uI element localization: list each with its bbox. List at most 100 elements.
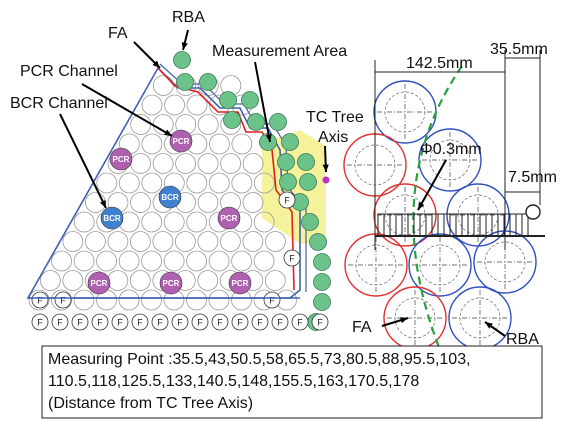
assembly (209, 134, 229, 154)
fa-label: FA (352, 319, 372, 336)
assembly (175, 232, 195, 252)
rba-assembly (298, 154, 315, 171)
channel-label: PCR (232, 279, 249, 288)
assembly (40, 271, 60, 291)
tc-axis-dot (323, 177, 330, 184)
rba-assembly (300, 174, 317, 191)
assembly (232, 251, 252, 271)
assembly (131, 193, 151, 213)
fa-marker-label: F (157, 318, 163, 328)
arrow (60, 114, 106, 208)
fa-marker-label: F (297, 318, 303, 328)
assembly (85, 232, 105, 252)
rba-assembly (177, 74, 194, 91)
assembly (142, 173, 162, 193)
assembly (165, 95, 185, 115)
assembly (187, 290, 207, 310)
callout-label: Measurement Area (212, 43, 347, 60)
channel-label: PCR (173, 137, 190, 146)
assembly (130, 232, 150, 252)
dim-label: 35.5mm (490, 41, 548, 58)
note-line: (Distance from TC Tree Axis) (48, 395, 253, 412)
fa-marker-label: F (137, 318, 143, 328)
assembly (97, 251, 117, 271)
assembly (142, 251, 162, 271)
assembly (254, 251, 274, 271)
tc-head (526, 205, 540, 219)
assembly (142, 290, 162, 310)
fa-marker-label: F (237, 318, 243, 328)
assembly (74, 290, 94, 310)
assembly (209, 251, 229, 271)
fa-marker-label: F (257, 318, 263, 328)
assembly (243, 154, 263, 174)
arrow-head (400, 317, 408, 323)
assembly (232, 134, 252, 154)
rba-assembly (248, 114, 265, 131)
rba-assembly (310, 234, 327, 251)
rba-assembly (200, 74, 217, 91)
rba-assembly (270, 114, 287, 131)
figure: PCRPCRBCRBCRPCRPCRPCRPCRFFFFFFFFFFFFFFFF… (0, 0, 563, 421)
assembly (209, 290, 229, 310)
channel-label: BCR (103, 214, 121, 223)
callout-label: PCR Channel (20, 63, 118, 80)
assembly (176, 154, 196, 174)
rba-assembly (280, 174, 297, 191)
callout-label: FA (108, 25, 128, 42)
assembly (209, 173, 229, 193)
fa-marker-label: F (289, 254, 295, 264)
channel-label: PCR (221, 214, 238, 223)
assembly (74, 212, 94, 232)
fa-marker-label: F (37, 296, 43, 306)
rba-assembly (174, 52, 191, 69)
fa-marker-label: F (217, 318, 223, 328)
channel-label: BCR (161, 193, 179, 202)
fa-marker-label: F (60, 296, 66, 306)
rba-assembly (314, 254, 331, 271)
assembly (52, 251, 72, 271)
fa-marker-label: F (57, 318, 63, 328)
assembly (198, 271, 218, 291)
note-line: 110.5,118,125.5,133,140.5,148,155.5,163,… (48, 373, 419, 390)
assembly (108, 271, 128, 291)
fa-marker-label: F (197, 318, 203, 328)
dim-label: 142.5mm (406, 55, 473, 72)
rba-assembly (224, 112, 241, 129)
assembly (187, 251, 207, 271)
rba-assembly (314, 274, 331, 291)
assembly (97, 173, 117, 193)
assembly (153, 232, 173, 252)
assembly (221, 154, 241, 174)
fa-marker-label: F (277, 318, 283, 328)
assembly (187, 173, 207, 193)
assembly (142, 134, 162, 154)
assembly (63, 271, 83, 291)
callout-label: Axis (318, 129, 348, 146)
assembly (220, 232, 240, 252)
assembly (142, 95, 162, 115)
assembly (63, 232, 83, 252)
assembly (108, 232, 128, 252)
assembly (74, 251, 94, 271)
assembly (243, 193, 263, 213)
channel-label: PCR (91, 279, 108, 288)
rba-assembly (282, 134, 299, 151)
assembly (119, 173, 139, 193)
fa-marker-label: F (284, 196, 290, 206)
assembly (265, 271, 285, 291)
assembly (130, 271, 150, 291)
callout-label: RBA (172, 9, 205, 26)
fa-marker-label: F (97, 318, 103, 328)
detail-view: 142.5mm35.5mmΦ0.3mm7.5mmFARBA (344, 41, 557, 378)
fa-marker-label: F (77, 318, 83, 328)
assembly (198, 115, 218, 135)
dim-label: Φ0.3mm (420, 141, 482, 158)
assembly (187, 212, 207, 232)
note-line: Measuring Point :35.5,43,50.5,58,65.5,73… (48, 351, 471, 368)
assembly (198, 232, 218, 252)
fa-marker-label: F (269, 296, 275, 306)
callout-label: TC Tree (306, 109, 364, 126)
rba-assembly (242, 92, 259, 109)
